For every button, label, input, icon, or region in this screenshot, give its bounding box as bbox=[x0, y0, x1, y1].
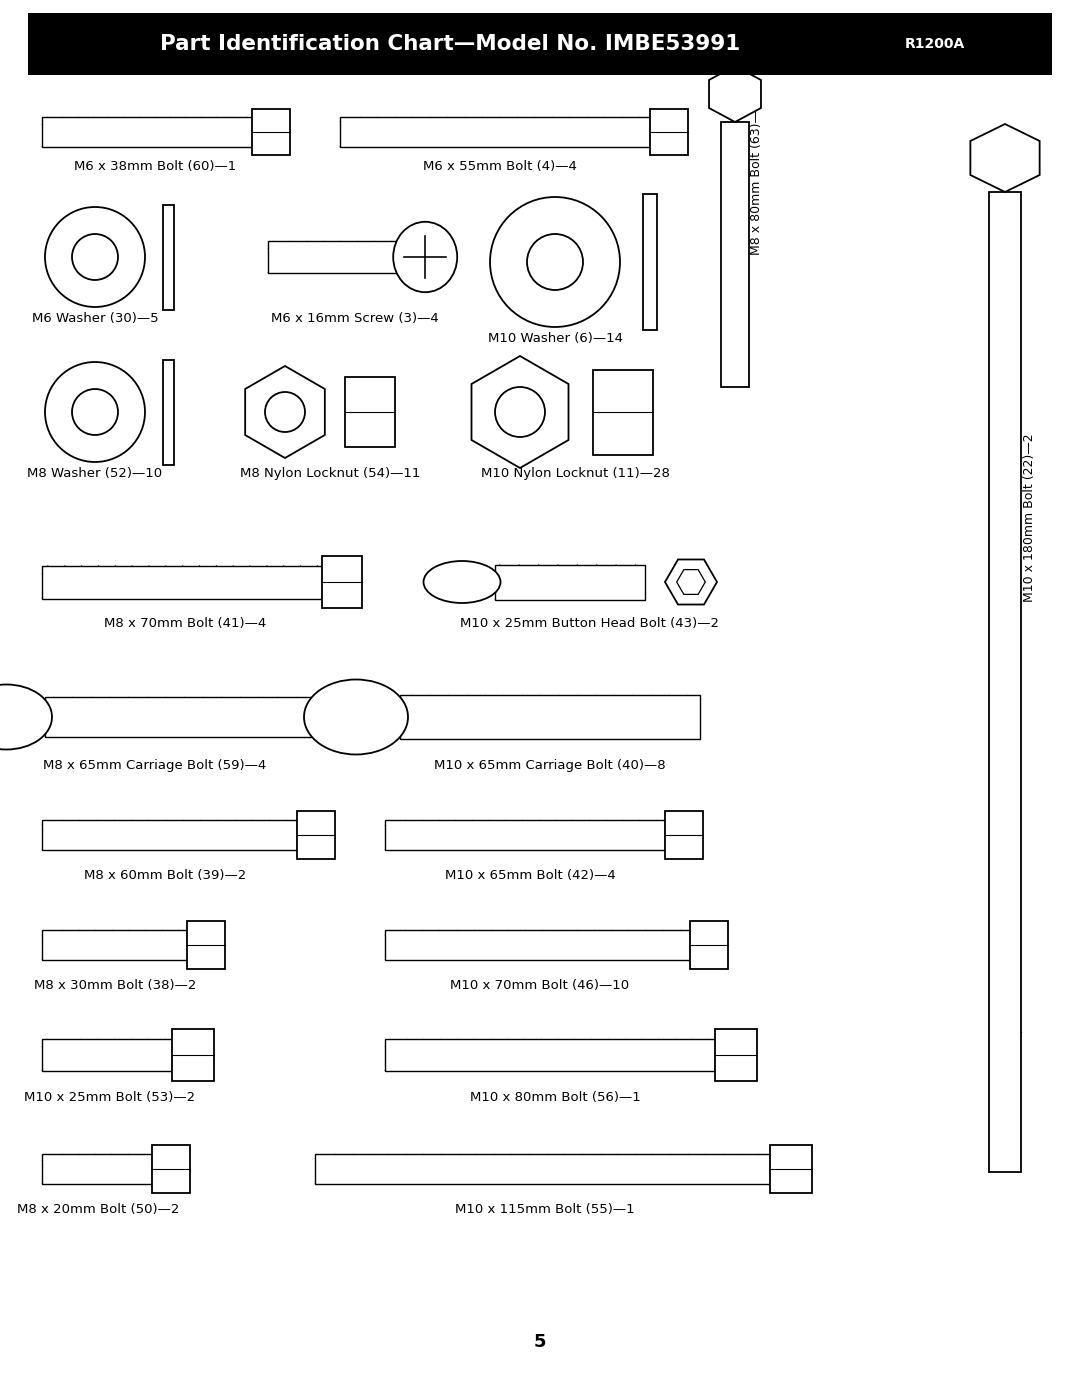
Text: M10 x 65mm Bolt (42)—4: M10 x 65mm Bolt (42)—4 bbox=[445, 869, 616, 882]
Bar bbox=[152, 1146, 190, 1193]
Bar bbox=[345, 377, 395, 447]
Ellipse shape bbox=[393, 222, 457, 292]
Text: M10 x 115mm Bolt (55)—1: M10 x 115mm Bolt (55)—1 bbox=[455, 1203, 635, 1215]
Text: M10 Nylon Locknut (11)—28: M10 Nylon Locknut (11)—28 bbox=[481, 467, 670, 481]
Ellipse shape bbox=[0, 685, 52, 750]
Bar bbox=[42, 1154, 152, 1185]
Polygon shape bbox=[472, 356, 568, 468]
Polygon shape bbox=[665, 559, 717, 605]
Circle shape bbox=[527, 235, 583, 291]
Text: M8 x 80mm Bolt (63)—1: M8 x 80mm Bolt (63)—1 bbox=[751, 102, 764, 254]
Bar bbox=[162, 359, 174, 464]
Bar bbox=[340, 117, 650, 147]
Bar bbox=[715, 1030, 757, 1081]
Bar bbox=[162, 204, 174, 310]
Ellipse shape bbox=[303, 679, 408, 754]
Text: M8 x 30mm Bolt (38)—2: M8 x 30mm Bolt (38)—2 bbox=[33, 979, 197, 992]
Circle shape bbox=[495, 387, 545, 437]
Bar bbox=[28, 13, 1052, 75]
Bar bbox=[45, 697, 315, 738]
Text: M10 x 80mm Bolt (56)—1: M10 x 80mm Bolt (56)—1 bbox=[470, 1091, 640, 1104]
Bar bbox=[690, 921, 728, 970]
Polygon shape bbox=[708, 66, 761, 122]
Bar bbox=[384, 930, 690, 960]
Bar bbox=[42, 930, 187, 960]
Text: R1200A: R1200A bbox=[905, 36, 966, 52]
Bar bbox=[770, 1146, 812, 1193]
Bar bbox=[384, 820, 665, 849]
Text: Part Identification Chart—Model No. IMBE53991: Part Identification Chart—Model No. IMBE… bbox=[160, 34, 740, 54]
Bar bbox=[643, 194, 657, 330]
Circle shape bbox=[490, 197, 620, 327]
Bar bbox=[665, 812, 703, 859]
Text: M8 x 20mm Bolt (50)—2: M8 x 20mm Bolt (50)—2 bbox=[17, 1203, 179, 1215]
Text: M10 x 65mm Carriage Bolt (40)—8: M10 x 65mm Carriage Bolt (40)—8 bbox=[434, 759, 665, 773]
Bar bbox=[42, 566, 322, 598]
Bar bbox=[384, 1039, 715, 1071]
Bar bbox=[721, 122, 750, 387]
Bar bbox=[989, 191, 1021, 1172]
Text: M8 Washer (52)—10: M8 Washer (52)—10 bbox=[27, 467, 163, 481]
Text: M8 x 70mm Bolt (41)—4: M8 x 70mm Bolt (41)—4 bbox=[104, 617, 266, 630]
Circle shape bbox=[45, 362, 145, 462]
Text: M6 x 16mm Screw (3)—4: M6 x 16mm Screw (3)—4 bbox=[271, 312, 438, 326]
Bar bbox=[315, 1154, 770, 1185]
Text: M10 x 25mm Bolt (53)—2: M10 x 25mm Bolt (53)—2 bbox=[25, 1091, 195, 1104]
Circle shape bbox=[72, 235, 118, 279]
Polygon shape bbox=[245, 366, 325, 458]
Text: M8 Nylon Locknut (54)—11: M8 Nylon Locknut (54)—11 bbox=[240, 467, 420, 481]
Bar bbox=[268, 242, 399, 272]
Ellipse shape bbox=[423, 562, 500, 604]
Text: 5: 5 bbox=[534, 1333, 546, 1351]
Bar bbox=[42, 117, 252, 147]
Bar bbox=[400, 694, 700, 739]
Bar bbox=[593, 369, 652, 454]
Bar bbox=[172, 1030, 214, 1081]
Text: M6 x 38mm Bolt (60)—1: M6 x 38mm Bolt (60)—1 bbox=[73, 161, 237, 173]
Text: M10 x 25mm Button Head Bolt (43)—2: M10 x 25mm Button Head Bolt (43)—2 bbox=[460, 617, 719, 630]
Circle shape bbox=[72, 388, 118, 434]
Circle shape bbox=[45, 207, 145, 307]
Bar bbox=[297, 812, 335, 859]
Polygon shape bbox=[677, 570, 705, 594]
Bar bbox=[187, 921, 225, 970]
Bar bbox=[322, 556, 362, 608]
Bar bbox=[495, 564, 645, 599]
Text: M10 Washer (6)—14: M10 Washer (6)—14 bbox=[487, 332, 622, 345]
Bar bbox=[42, 1039, 172, 1071]
Text: M10 x 70mm Bolt (46)—10: M10 x 70mm Bolt (46)—10 bbox=[450, 979, 630, 992]
Text: M8 x 60mm Bolt (39)—2: M8 x 60mm Bolt (39)—2 bbox=[84, 869, 246, 882]
Circle shape bbox=[265, 393, 305, 432]
Bar bbox=[252, 109, 291, 155]
Bar bbox=[650, 109, 688, 155]
Text: M6 Washer (30)—5: M6 Washer (30)—5 bbox=[31, 312, 159, 326]
Text: M8 x 65mm Carriage Bolt (59)—4: M8 x 65mm Carriage Bolt (59)—4 bbox=[43, 759, 267, 773]
Text: M6 x 55mm Bolt (4)—4: M6 x 55mm Bolt (4)—4 bbox=[423, 161, 577, 173]
Polygon shape bbox=[970, 124, 1040, 191]
Bar bbox=[42, 820, 297, 849]
Text: M10 x 180mm Bolt (22)—2: M10 x 180mm Bolt (22)—2 bbox=[1023, 433, 1036, 602]
